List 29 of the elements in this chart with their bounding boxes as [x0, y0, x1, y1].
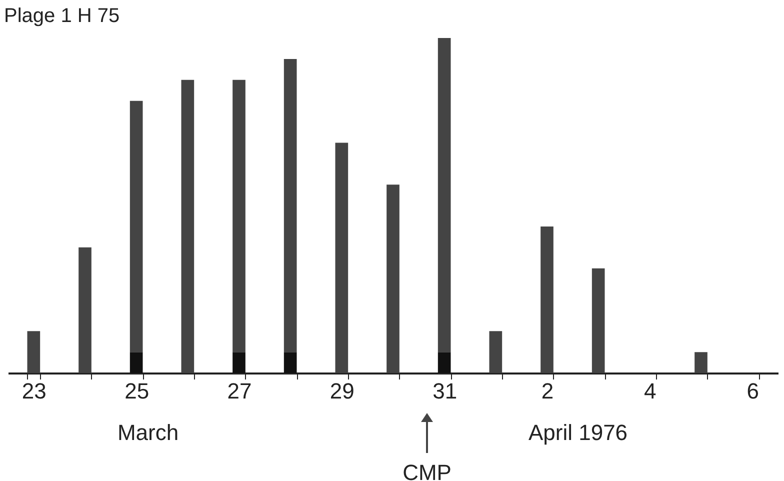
x-tick-label: 31 [432, 378, 458, 404]
chart-title: Plage 1 H 75 [4, 5, 120, 27]
bar [130, 352, 143, 373]
bar [284, 352, 297, 373]
x-tick-label: 27 [227, 378, 252, 404]
x-tick-label: 25 [124, 378, 150, 404]
bar [386, 184, 400, 373]
bar [438, 352, 451, 373]
bar [232, 80, 246, 352]
bar [78, 247, 92, 373]
bar [27, 331, 40, 373]
bar [232, 352, 246, 373]
x-tick-label: 29 [330, 378, 354, 404]
x-tick-label: 6 [746, 378, 759, 404]
bar [181, 80, 194, 373]
text: April 1976 [528, 420, 628, 445]
bar [335, 142, 348, 373]
text: CMP [402, 460, 452, 481]
bar [694, 352, 708, 373]
x-tick-label: 2 [541, 378, 554, 404]
bar [130, 100, 143, 352]
bar [284, 58, 297, 352]
bar [592, 268, 605, 373]
x-tick-label: 4 [644, 378, 656, 404]
bar [438, 38, 451, 352]
bar [540, 226, 554, 373]
x-tick-label: 23 [22, 378, 46, 404]
text: March [117, 420, 179, 445]
bar [489, 331, 502, 373]
